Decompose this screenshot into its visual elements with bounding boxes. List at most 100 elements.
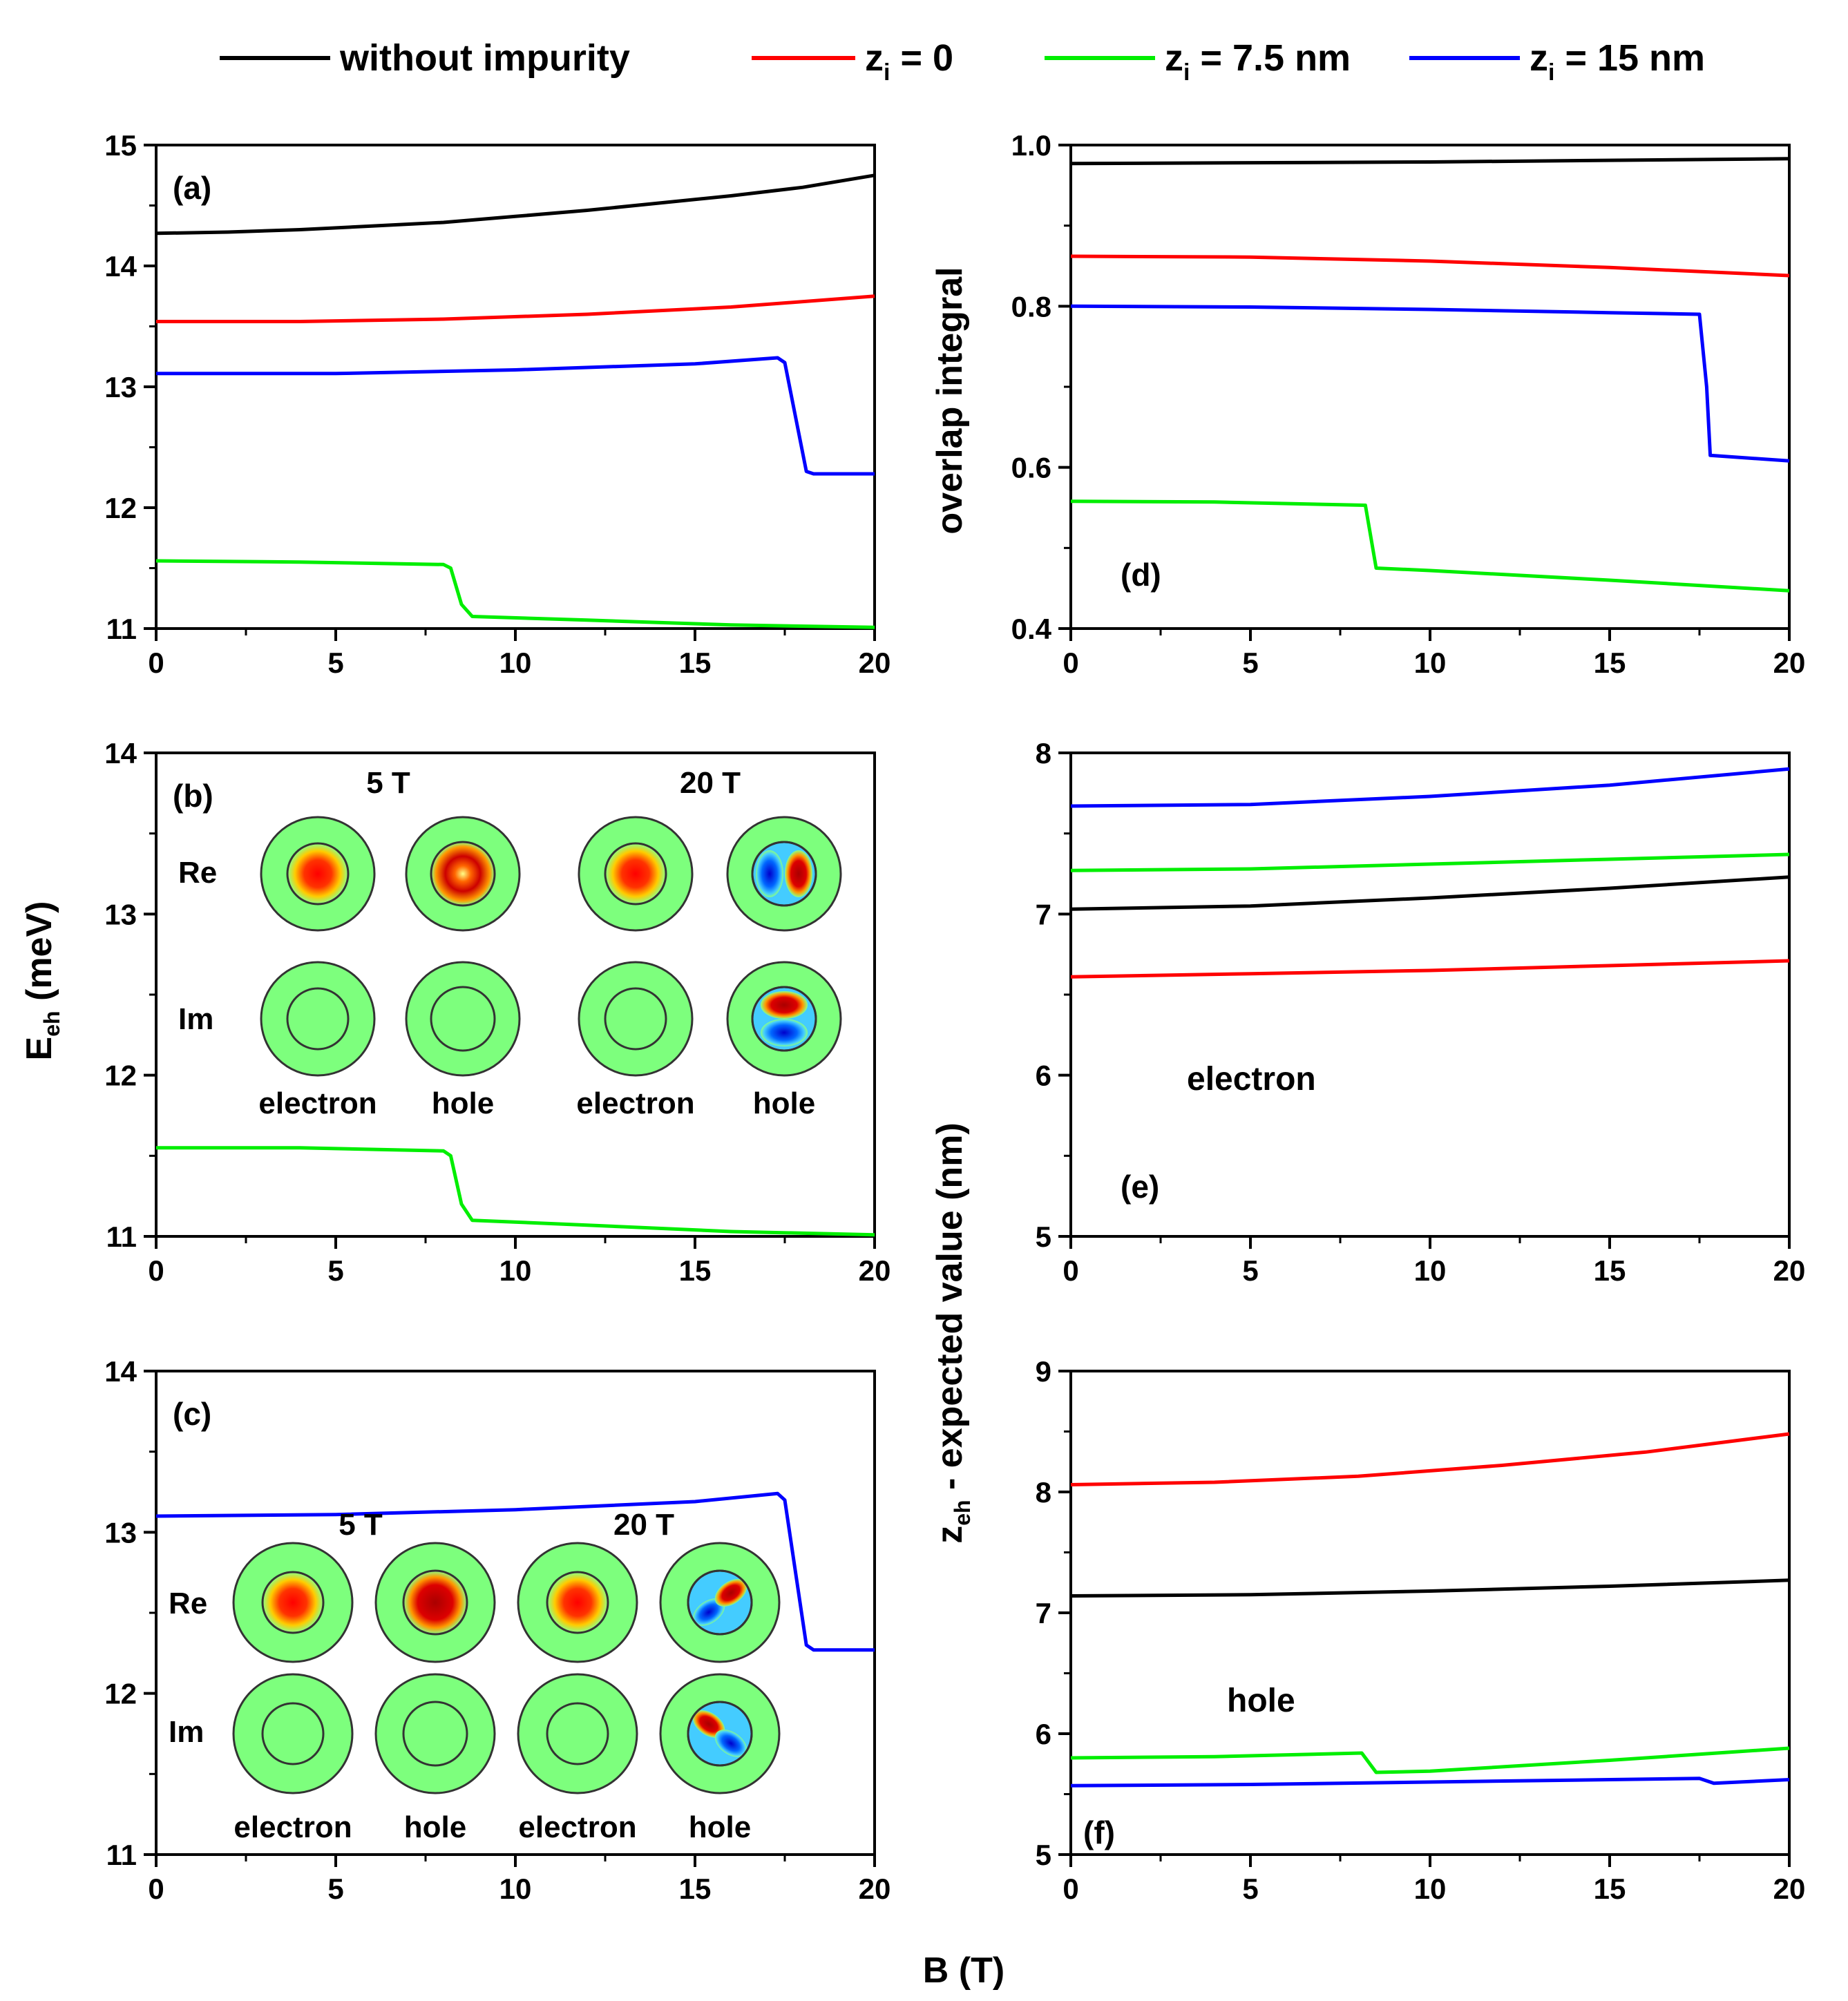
y-tick-label: 11 <box>106 1220 137 1253</box>
plot-frame-d <box>1069 144 1791 630</box>
series-line <box>155 559 875 629</box>
y-tick-label: 8 <box>1036 1476 1051 1509</box>
inset-c-row-im: Im <box>169 1715 204 1749</box>
x-tick-label: 5 <box>327 647 343 679</box>
x-tick-label: 15 <box>1594 1254 1626 1287</box>
series-line <box>1070 875 1790 911</box>
x-tick-label: 0 <box>148 1873 164 1905</box>
x-tick-label: 20 <box>1773 1254 1806 1287</box>
inset-b-row-re: Re <box>178 856 217 890</box>
x-tick-label: 10 <box>499 1873 532 1905</box>
panel-label-d: (d) <box>1121 557 1161 593</box>
inset-c-field-high: 20 T <box>613 1508 674 1542</box>
panel-c: 0 5 10 15 20 11 12 13 14 (c) <box>104 1355 890 1905</box>
left-y-axis-title: Eeh (meV) <box>19 901 64 1061</box>
y-tick-label: 12 <box>104 1060 137 1092</box>
inset-c-label-electron-high: electron <box>518 1810 636 1844</box>
y-tick-label: 13 <box>104 1516 137 1549</box>
y-tick-label: 6 <box>1036 1718 1051 1750</box>
wavefunction-plot <box>260 961 376 1077</box>
x-tick-label: 10 <box>1414 647 1447 679</box>
y-tick-label: 11 <box>106 1839 137 1871</box>
inset-b: 5 T 20 T Re Im <box>178 766 842 1120</box>
y-tick-label: 13 <box>104 371 137 403</box>
legend-label-z15: zi = 15 nm <box>1530 37 1705 86</box>
y-tick-label: 5 <box>1036 1839 1051 1871</box>
y-tick-label: 6 <box>1036 1060 1051 1092</box>
annotation-hole: hole <box>1227 1683 1295 1719</box>
series-line <box>1070 1746 1790 1774</box>
x-tick-label: 15 <box>1594 1873 1626 1905</box>
x-tick-label: 10 <box>1414 1873 1447 1905</box>
series-line <box>1070 499 1790 593</box>
inset-c-field-low: 5 T <box>339 1508 383 1542</box>
x-tick-label: 10 <box>499 647 532 679</box>
x-tick-label: 0 <box>1063 647 1078 679</box>
wavefunction-plot <box>659 1542 781 1663</box>
y-tick-label: 7 <box>1036 898 1051 930</box>
x-tick-label: 15 <box>1594 647 1626 679</box>
y-tick-label: 0.8 <box>1011 290 1051 323</box>
series-line <box>1070 959 1790 979</box>
legend-label-z75: zi = 7.5 nm <box>1165 37 1351 86</box>
series-line <box>1070 1432 1790 1486</box>
x-tick-label: 5 <box>1242 1873 1258 1905</box>
x-tick-label: 20 <box>1773 647 1806 679</box>
legend-label-z0: zi = 0 <box>865 37 953 86</box>
y-tick-label: 13 <box>104 898 137 930</box>
y-tick-label: 5 <box>1036 1220 1051 1253</box>
y-tick-label: 14 <box>104 737 137 769</box>
wavefunction-plot <box>232 1542 354 1663</box>
wavefunction-plot <box>405 961 521 1077</box>
y-tick-label: 9 <box>1036 1355 1051 1388</box>
inset-b-label-hole-low: hole <box>432 1086 494 1120</box>
series-line <box>1070 852 1790 872</box>
panel-d: 0 5 10 15 20 0.4 0.6 0.8 1.0 (d) <box>1011 129 1806 679</box>
x-tick-label: 10 <box>499 1254 532 1287</box>
panel-label-c: (c) <box>173 1396 211 1432</box>
right-y-axis-title: zeh - expected value (nm) <box>930 1122 975 1544</box>
x-tick-label: 5 <box>327 1254 343 1287</box>
series-line <box>1070 304 1790 463</box>
wavefunction-plot <box>374 1673 496 1794</box>
y-tick-label: 14 <box>104 1355 137 1388</box>
wavefunction-plot <box>405 816 521 932</box>
wavefunction-plot <box>517 1673 638 1794</box>
series-line <box>1070 254 1790 278</box>
series-line <box>1070 767 1790 808</box>
series-line <box>1070 1777 1790 1788</box>
panel-label-f: (f) <box>1083 1815 1115 1850</box>
wavefunction-plot <box>726 816 842 932</box>
x-tick-label: 20 <box>859 1873 891 1905</box>
x-tick-label: 0 <box>1063 1254 1078 1287</box>
wavefunction-plot <box>726 961 842 1077</box>
inset-b-label-hole-high: hole <box>753 1086 815 1120</box>
inset-c-row-re: Re <box>169 1587 207 1620</box>
x-tick-label: 15 <box>679 1254 712 1287</box>
x-tick-label: 5 <box>327 1873 343 1905</box>
x-tick-label: 5 <box>1242 647 1258 679</box>
wavefunction-plot <box>232 1673 354 1794</box>
y-tick-label: 0.6 <box>1011 452 1051 484</box>
panel-label-e: (e) <box>1121 1169 1159 1205</box>
x-tick-label: 20 <box>859 647 891 679</box>
inset-b-row-im: Im <box>178 1002 213 1036</box>
x-axis-title: B (T) <box>923 1951 1004 1991</box>
inset-b-field-high: 20 T <box>680 766 741 800</box>
plot-frame-e <box>1069 751 1791 1238</box>
right-y-axis-title-top: overlap integral <box>930 267 970 534</box>
x-tick-label: 15 <box>679 647 712 679</box>
series-line <box>155 173 875 236</box>
series-line <box>156 1146 875 1237</box>
wavefunction-plot <box>659 1673 781 1794</box>
wavefunction-plot <box>578 961 694 1077</box>
y-tick-label: 1.0 <box>1011 129 1051 162</box>
x-tick-label: 0 <box>1063 1873 1078 1905</box>
x-tick-label: 20 <box>1773 1873 1806 1905</box>
wavefunction-plot <box>260 816 376 932</box>
y-tick-label: 15 <box>104 129 137 162</box>
inset-c-label-electron-low: electron <box>234 1810 352 1844</box>
